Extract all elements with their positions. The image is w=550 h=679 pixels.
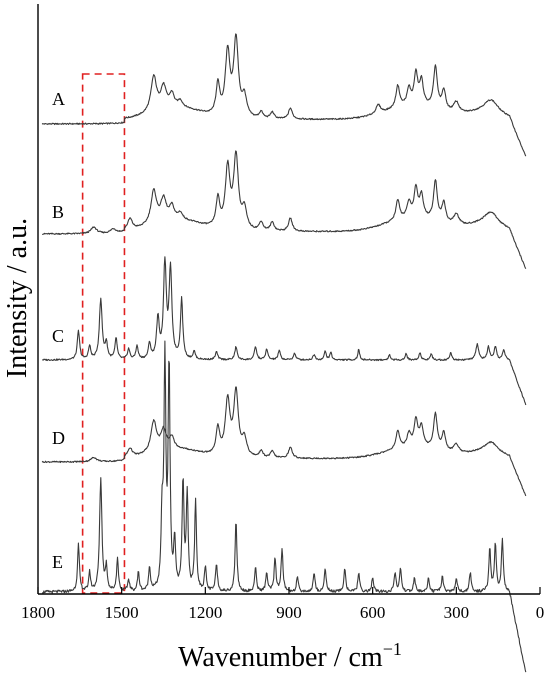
x-axis-title-superscript: −1	[383, 639, 402, 659]
x-tick-label-1800: 1800	[21, 603, 55, 622]
x-axis-title: Wavenumber / cm−1	[178, 639, 402, 673]
spectrum-line-A	[41, 33, 527, 157]
x-tick-label-1500: 1500	[105, 603, 139, 622]
y-axis-title: Intensity / a.u.	[2, 218, 33, 378]
spectrum-line-C	[41, 256, 527, 406]
trace-label-D: D	[52, 428, 65, 448]
trace-label-B: B	[52, 202, 64, 222]
spectrum-line-D	[41, 386, 527, 497]
highlight-box	[81, 73, 126, 594]
x-tick-label-600: 600	[360, 603, 386, 622]
x-tick-label-900: 900	[276, 603, 302, 622]
spectrum-line-B	[42, 150, 527, 269]
x-tick-label-300: 300	[444, 603, 470, 622]
trace-label-E: E	[52, 552, 63, 572]
x-tick-label-0: 0	[536, 603, 545, 622]
spectrum-line-E	[41, 340, 527, 673]
x-tick-label-1200: 1200	[188, 603, 222, 622]
trace-label-A: A	[52, 89, 65, 109]
trace-label-C: C	[52, 326, 64, 346]
